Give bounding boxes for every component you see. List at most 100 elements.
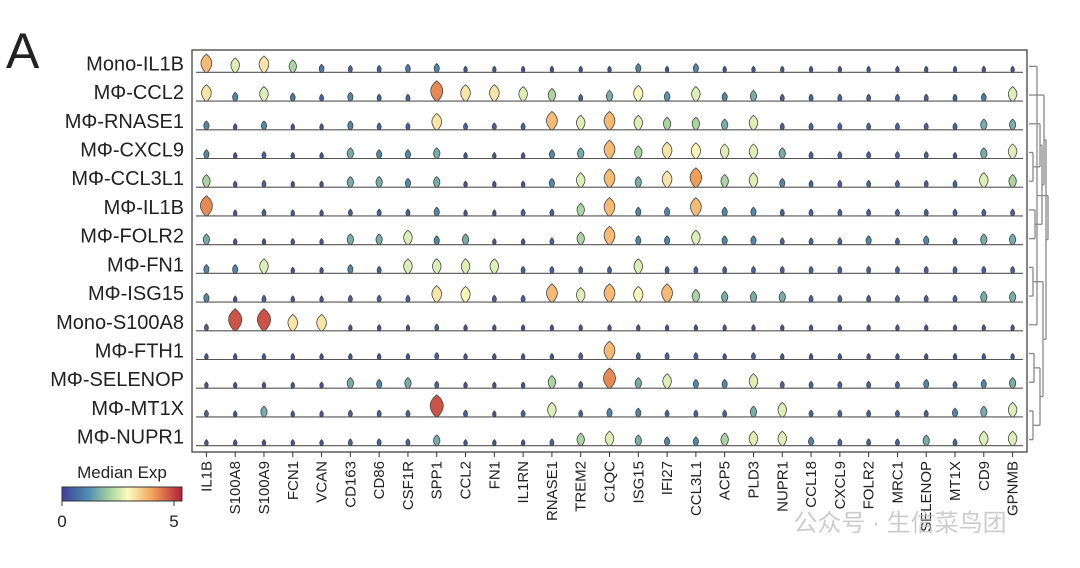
violin-mark [347,294,353,303]
violin-mark [748,172,759,188]
violin-mark [290,123,295,131]
violin-mark [923,122,929,131]
violin-mark [403,258,413,274]
violin-mark [664,206,671,217]
violin-mark [980,378,987,389]
violin-mark [319,209,324,217]
violin-mark [923,179,929,188]
violin-mark [376,149,383,159]
violin-mark [1008,174,1017,188]
violin-mark [866,294,872,303]
violin-mark [203,409,209,418]
violin-mark [492,324,497,332]
violin-mark [633,285,644,303]
violin-mark [578,93,584,102]
gene-label: SELENOP [918,461,935,532]
violin-mark [603,283,616,303]
violin-mark [548,177,555,188]
row-label: MΦ-MT1X [91,398,184,420]
violin-mark [895,380,900,389]
violin-mark [981,208,987,217]
violin-mark [1007,401,1018,418]
violin-mark [547,87,557,102]
violin-mark [347,264,354,274]
violin-mark [924,65,929,73]
violin-mark [719,143,730,159]
violin-mark [261,208,267,217]
violin-mark [721,118,729,131]
gene-label: CCL2 [458,461,475,499]
row-label: MΦ-CCL3L1 [71,168,184,190]
violin-mark [261,381,267,389]
violin-mark [546,283,558,303]
violin-mark [463,438,468,447]
violin-mark [405,409,411,418]
colorbar-max: 5 [169,512,178,531]
violin-mark [520,237,526,246]
violin-mark [603,139,616,159]
violin-mark [664,265,670,274]
violin-mark [979,172,989,188]
violin-mark [634,175,642,188]
violin-mark [778,147,786,159]
violin-mark [1009,376,1017,389]
violin-mark [432,258,442,274]
gene-label: CSF1R [400,461,417,510]
violin-mark [463,352,468,360]
violin-mark [548,149,555,159]
violin-mark [895,93,900,102]
violin-mark [689,167,703,188]
violin-mark [866,265,872,274]
violin-mark [520,294,526,303]
violin-mark [1010,324,1015,332]
violin-mark [203,292,210,303]
violin-mark [837,409,843,418]
violin-mark [520,438,526,447]
violin-mark [924,324,929,332]
violin-mark [290,381,295,389]
colorbar-min: 0 [57,512,66,531]
violin-mark [952,122,958,131]
row-label: Mono-S100A8 [56,312,184,334]
violin-mark [462,233,470,246]
violin-mark [895,237,900,246]
violin-mark [691,116,700,131]
violin-mark [405,352,411,360]
violin-mark [576,287,586,303]
gene-label: ISG15 [630,461,647,504]
violin-mark [260,405,268,418]
violin-mark [319,237,324,246]
colorbar-label: Median Exp [77,463,167,482]
violin-mark [748,143,759,159]
violin-mark [318,63,325,73]
violin-mark [662,116,672,131]
violin-mark [434,380,440,389]
violin-mark [693,324,699,332]
violin-mark [230,57,240,73]
violin-mark [376,64,382,73]
violin-mark [576,114,586,131]
violin-mark [258,55,270,73]
violin-mark [376,324,382,332]
violin-mark [952,294,958,303]
violin-mark [404,376,412,389]
violin-mark [778,290,786,303]
violin-mark [690,142,701,159]
violin-mark [460,258,471,274]
violin-mark [866,93,872,102]
violin-mark [837,352,843,360]
violin-mark [203,323,209,332]
violin-mark [434,323,440,332]
violin-mark [376,265,382,274]
violin-mark [691,86,701,102]
violin-mark [895,438,900,447]
violin-mark [866,380,872,389]
violin-mark [808,265,814,274]
violin-mark [837,65,843,73]
violin-mark [895,352,900,360]
violin-mark [202,174,211,188]
violin-mark [952,265,958,274]
violin-mark [1010,352,1015,360]
gene-label: CXCL9 [832,461,849,509]
